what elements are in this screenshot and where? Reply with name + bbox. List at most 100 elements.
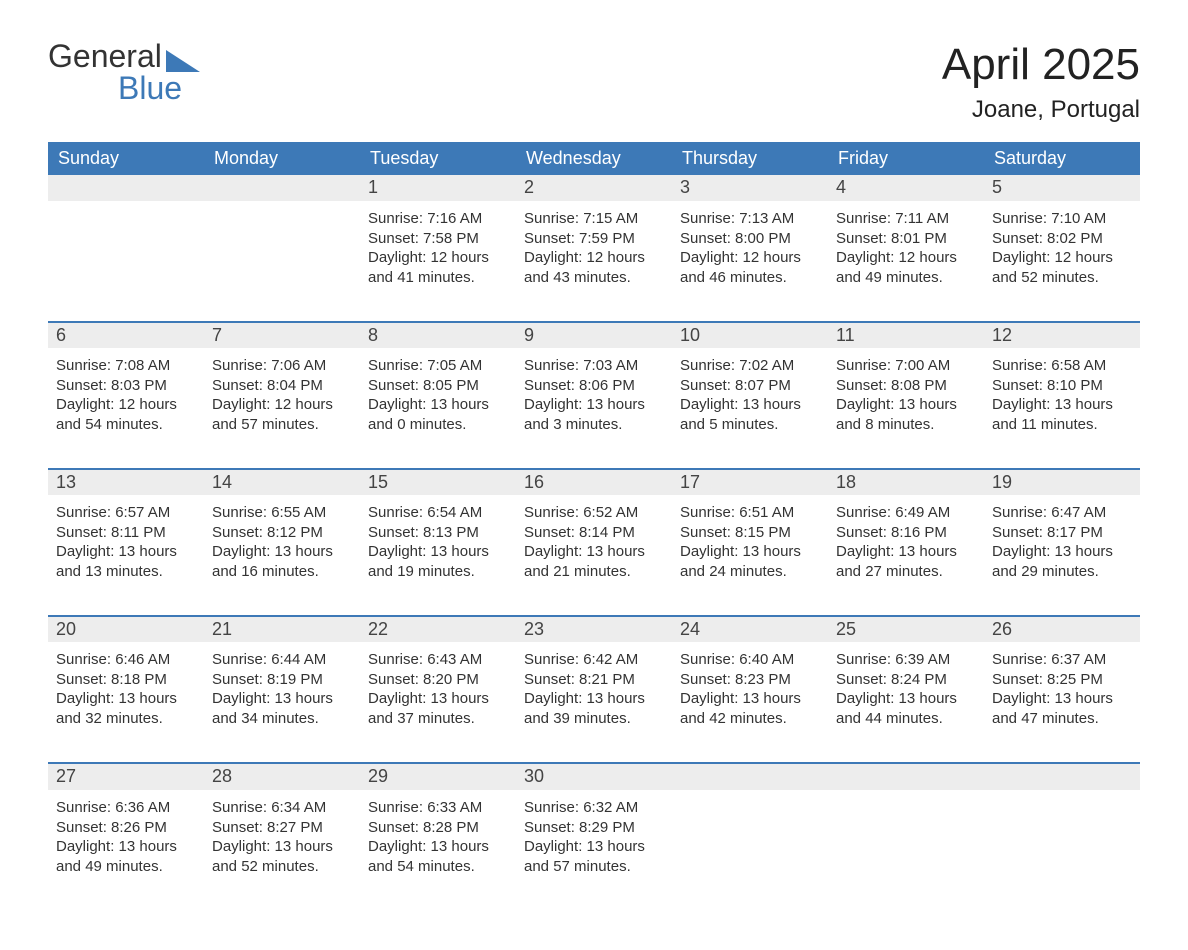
daylight-text: Daylight: 13 hours and 37 minutes. <box>368 689 508 728</box>
daylight-text: Daylight: 13 hours and 13 minutes. <box>56 542 196 581</box>
day-cell: Sunrise: 6:47 AMSunset: 8:17 PMDaylight:… <box>984 495 1140 615</box>
daylight-text: Daylight: 13 hours and 24 minutes. <box>680 542 820 581</box>
day-detail: Sunrise: 7:11 AMSunset: 8:01 PMDaylight:… <box>836 205 976 287</box>
sunrise-text: Sunrise: 6:42 AM <box>524 650 664 670</box>
day-cell: Sunrise: 7:02 AMSunset: 8:07 PMDaylight:… <box>672 348 828 468</box>
daylight-text: Daylight: 12 hours and 57 minutes. <box>212 395 352 434</box>
sunset-text: Sunset: 8:06 PM <box>524 376 664 396</box>
day-header: Saturday <box>984 142 1140 175</box>
month-title: April 2025 <box>942 40 1140 90</box>
day-cell: Sunrise: 6:46 AMSunset: 8:18 PMDaylight:… <box>48 642 204 762</box>
calendar-week: 6789101112Sunrise: 7:08 AMSunset: 8:03 P… <box>48 321 1140 468</box>
day-detail: Sunrise: 6:37 AMSunset: 8:25 PMDaylight:… <box>992 646 1132 728</box>
sunset-text: Sunset: 8:23 PM <box>680 670 820 690</box>
day-cell: Sunrise: 7:05 AMSunset: 8:05 PMDaylight:… <box>360 348 516 468</box>
empty-day-cell <box>48 201 204 321</box>
day-header: Monday <box>204 142 360 175</box>
sunrise-text: Sunrise: 7:11 AM <box>836 209 976 229</box>
daylight-text: Daylight: 13 hours and 39 minutes. <box>524 689 664 728</box>
day-detail: Sunrise: 6:32 AMSunset: 8:29 PMDaylight:… <box>524 794 664 876</box>
day-detail: Sunrise: 6:42 AMSunset: 8:21 PMDaylight:… <box>524 646 664 728</box>
sunset-text: Sunset: 8:13 PM <box>368 523 508 543</box>
sunset-text: Sunset: 8:00 PM <box>680 229 820 249</box>
day-detail: Sunrise: 7:15 AMSunset: 7:59 PMDaylight:… <box>524 205 664 287</box>
day-cell: Sunrise: 6:55 AMSunset: 8:12 PMDaylight:… <box>204 495 360 615</box>
sunset-text: Sunset: 8:02 PM <box>992 229 1132 249</box>
day-detail: Sunrise: 6:36 AMSunset: 8:26 PMDaylight:… <box>56 794 196 876</box>
daylight-text: Daylight: 13 hours and 47 minutes. <box>992 689 1132 728</box>
day-number: 29 <box>360 764 516 790</box>
page-header: General Blue April 2025 Joane, Portugal <box>48 40 1140 124</box>
day-header: Wednesday <box>516 142 672 175</box>
day-detail: Sunrise: 6:44 AMSunset: 8:19 PMDaylight:… <box>212 646 352 728</box>
day-cell: Sunrise: 6:36 AMSunset: 8:26 PMDaylight:… <box>48 790 204 910</box>
sunset-text: Sunset: 8:28 PM <box>368 818 508 838</box>
daylight-text: Daylight: 13 hours and 21 minutes. <box>524 542 664 581</box>
day-number: 13 <box>48 470 204 495</box>
daylight-text: Daylight: 12 hours and 49 minutes. <box>836 248 976 287</box>
daylight-text: Daylight: 13 hours and 27 minutes. <box>836 542 976 581</box>
day-number: 5 <box>984 175 1140 201</box>
logo-word1: General <box>48 40 162 72</box>
day-cell: Sunrise: 6:58 AMSunset: 8:10 PMDaylight:… <box>984 348 1140 468</box>
sunrise-text: Sunrise: 7:08 AM <box>56 356 196 376</box>
sunrise-text: Sunrise: 6:49 AM <box>836 503 976 523</box>
sunrise-text: Sunrise: 6:58 AM <box>992 356 1132 376</box>
sunrise-text: Sunrise: 6:52 AM <box>524 503 664 523</box>
day-detail: Sunrise: 7:10 AMSunset: 8:02 PMDaylight:… <box>992 205 1132 287</box>
day-header: Tuesday <box>360 142 516 175</box>
day-cell: Sunrise: 6:34 AMSunset: 8:27 PMDaylight:… <box>204 790 360 910</box>
sunrise-text: Sunrise: 6:46 AM <box>56 650 196 670</box>
day-detail: Sunrise: 6:39 AMSunset: 8:24 PMDaylight:… <box>836 646 976 728</box>
day-cell: Sunrise: 7:16 AMSunset: 7:58 PMDaylight:… <box>360 201 516 321</box>
day-header: Thursday <box>672 142 828 175</box>
sunset-text: Sunset: 8:19 PM <box>212 670 352 690</box>
daylight-text: Daylight: 13 hours and 29 minutes. <box>992 542 1132 581</box>
day-detail: Sunrise: 6:46 AMSunset: 8:18 PMDaylight:… <box>56 646 196 728</box>
day-detail: Sunrise: 7:16 AMSunset: 7:58 PMDaylight:… <box>368 205 508 287</box>
day-detail: Sunrise: 6:55 AMSunset: 8:12 PMDaylight:… <box>212 499 352 581</box>
daylight-text: Daylight: 13 hours and 8 minutes. <box>836 395 976 434</box>
calendar-week: 13141516171819Sunrise: 6:57 AMSunset: 8:… <box>48 468 1140 615</box>
sunrise-text: Sunrise: 6:37 AM <box>992 650 1132 670</box>
sunrise-text: Sunrise: 6:40 AM <box>680 650 820 670</box>
day-detail: Sunrise: 7:05 AMSunset: 8:05 PMDaylight:… <box>368 352 508 434</box>
daylight-text: Daylight: 13 hours and 44 minutes. <box>836 689 976 728</box>
day-number: 8 <box>360 323 516 348</box>
day-cell: Sunrise: 6:32 AMSunset: 8:29 PMDaylight:… <box>516 790 672 910</box>
daylight-text: Daylight: 13 hours and 19 minutes. <box>368 542 508 581</box>
daylight-text: Daylight: 13 hours and 57 minutes. <box>524 837 664 876</box>
day-detail: Sunrise: 6:49 AMSunset: 8:16 PMDaylight:… <box>836 499 976 581</box>
empty-day-number <box>48 175 204 201</box>
sunset-text: Sunset: 8:15 PM <box>680 523 820 543</box>
day-number: 2 <box>516 175 672 201</box>
sunset-text: Sunset: 8:29 PM <box>524 818 664 838</box>
day-number: 17 <box>672 470 828 495</box>
day-number: 16 <box>516 470 672 495</box>
day-detail: Sunrise: 7:13 AMSunset: 8:00 PMDaylight:… <box>680 205 820 287</box>
sunset-text: Sunset: 8:21 PM <box>524 670 664 690</box>
sunrise-text: Sunrise: 6:57 AM <box>56 503 196 523</box>
day-detail: Sunrise: 6:43 AMSunset: 8:20 PMDaylight:… <box>368 646 508 728</box>
day-cell: Sunrise: 6:33 AMSunset: 8:28 PMDaylight:… <box>360 790 516 910</box>
daylight-text: Daylight: 13 hours and 42 minutes. <box>680 689 820 728</box>
day-detail: Sunrise: 6:52 AMSunset: 8:14 PMDaylight:… <box>524 499 664 581</box>
sunset-text: Sunset: 8:24 PM <box>836 670 976 690</box>
sunrise-text: Sunrise: 6:33 AM <box>368 798 508 818</box>
location-label: Joane, Portugal <box>942 96 1140 124</box>
daylight-text: Daylight: 13 hours and 34 minutes. <box>212 689 352 728</box>
sunset-text: Sunset: 8:20 PM <box>368 670 508 690</box>
sunrise-text: Sunrise: 6:34 AM <box>212 798 352 818</box>
day-cell: Sunrise: 6:52 AMSunset: 8:14 PMDaylight:… <box>516 495 672 615</box>
daylight-text: Daylight: 12 hours and 43 minutes. <box>524 248 664 287</box>
day-header: Sunday <box>48 142 204 175</box>
daylight-text: Daylight: 13 hours and 5 minutes. <box>680 395 820 434</box>
sunset-text: Sunset: 8:16 PM <box>836 523 976 543</box>
sunset-text: Sunset: 8:04 PM <box>212 376 352 396</box>
daylight-text: Daylight: 13 hours and 49 minutes. <box>56 837 196 876</box>
day-cell: Sunrise: 6:44 AMSunset: 8:19 PMDaylight:… <box>204 642 360 762</box>
day-number: 12 <box>984 323 1140 348</box>
sunrise-text: Sunrise: 6:32 AM <box>524 798 664 818</box>
empty-day-cell <box>672 790 828 910</box>
daylight-text: Daylight: 13 hours and 32 minutes. <box>56 689 196 728</box>
